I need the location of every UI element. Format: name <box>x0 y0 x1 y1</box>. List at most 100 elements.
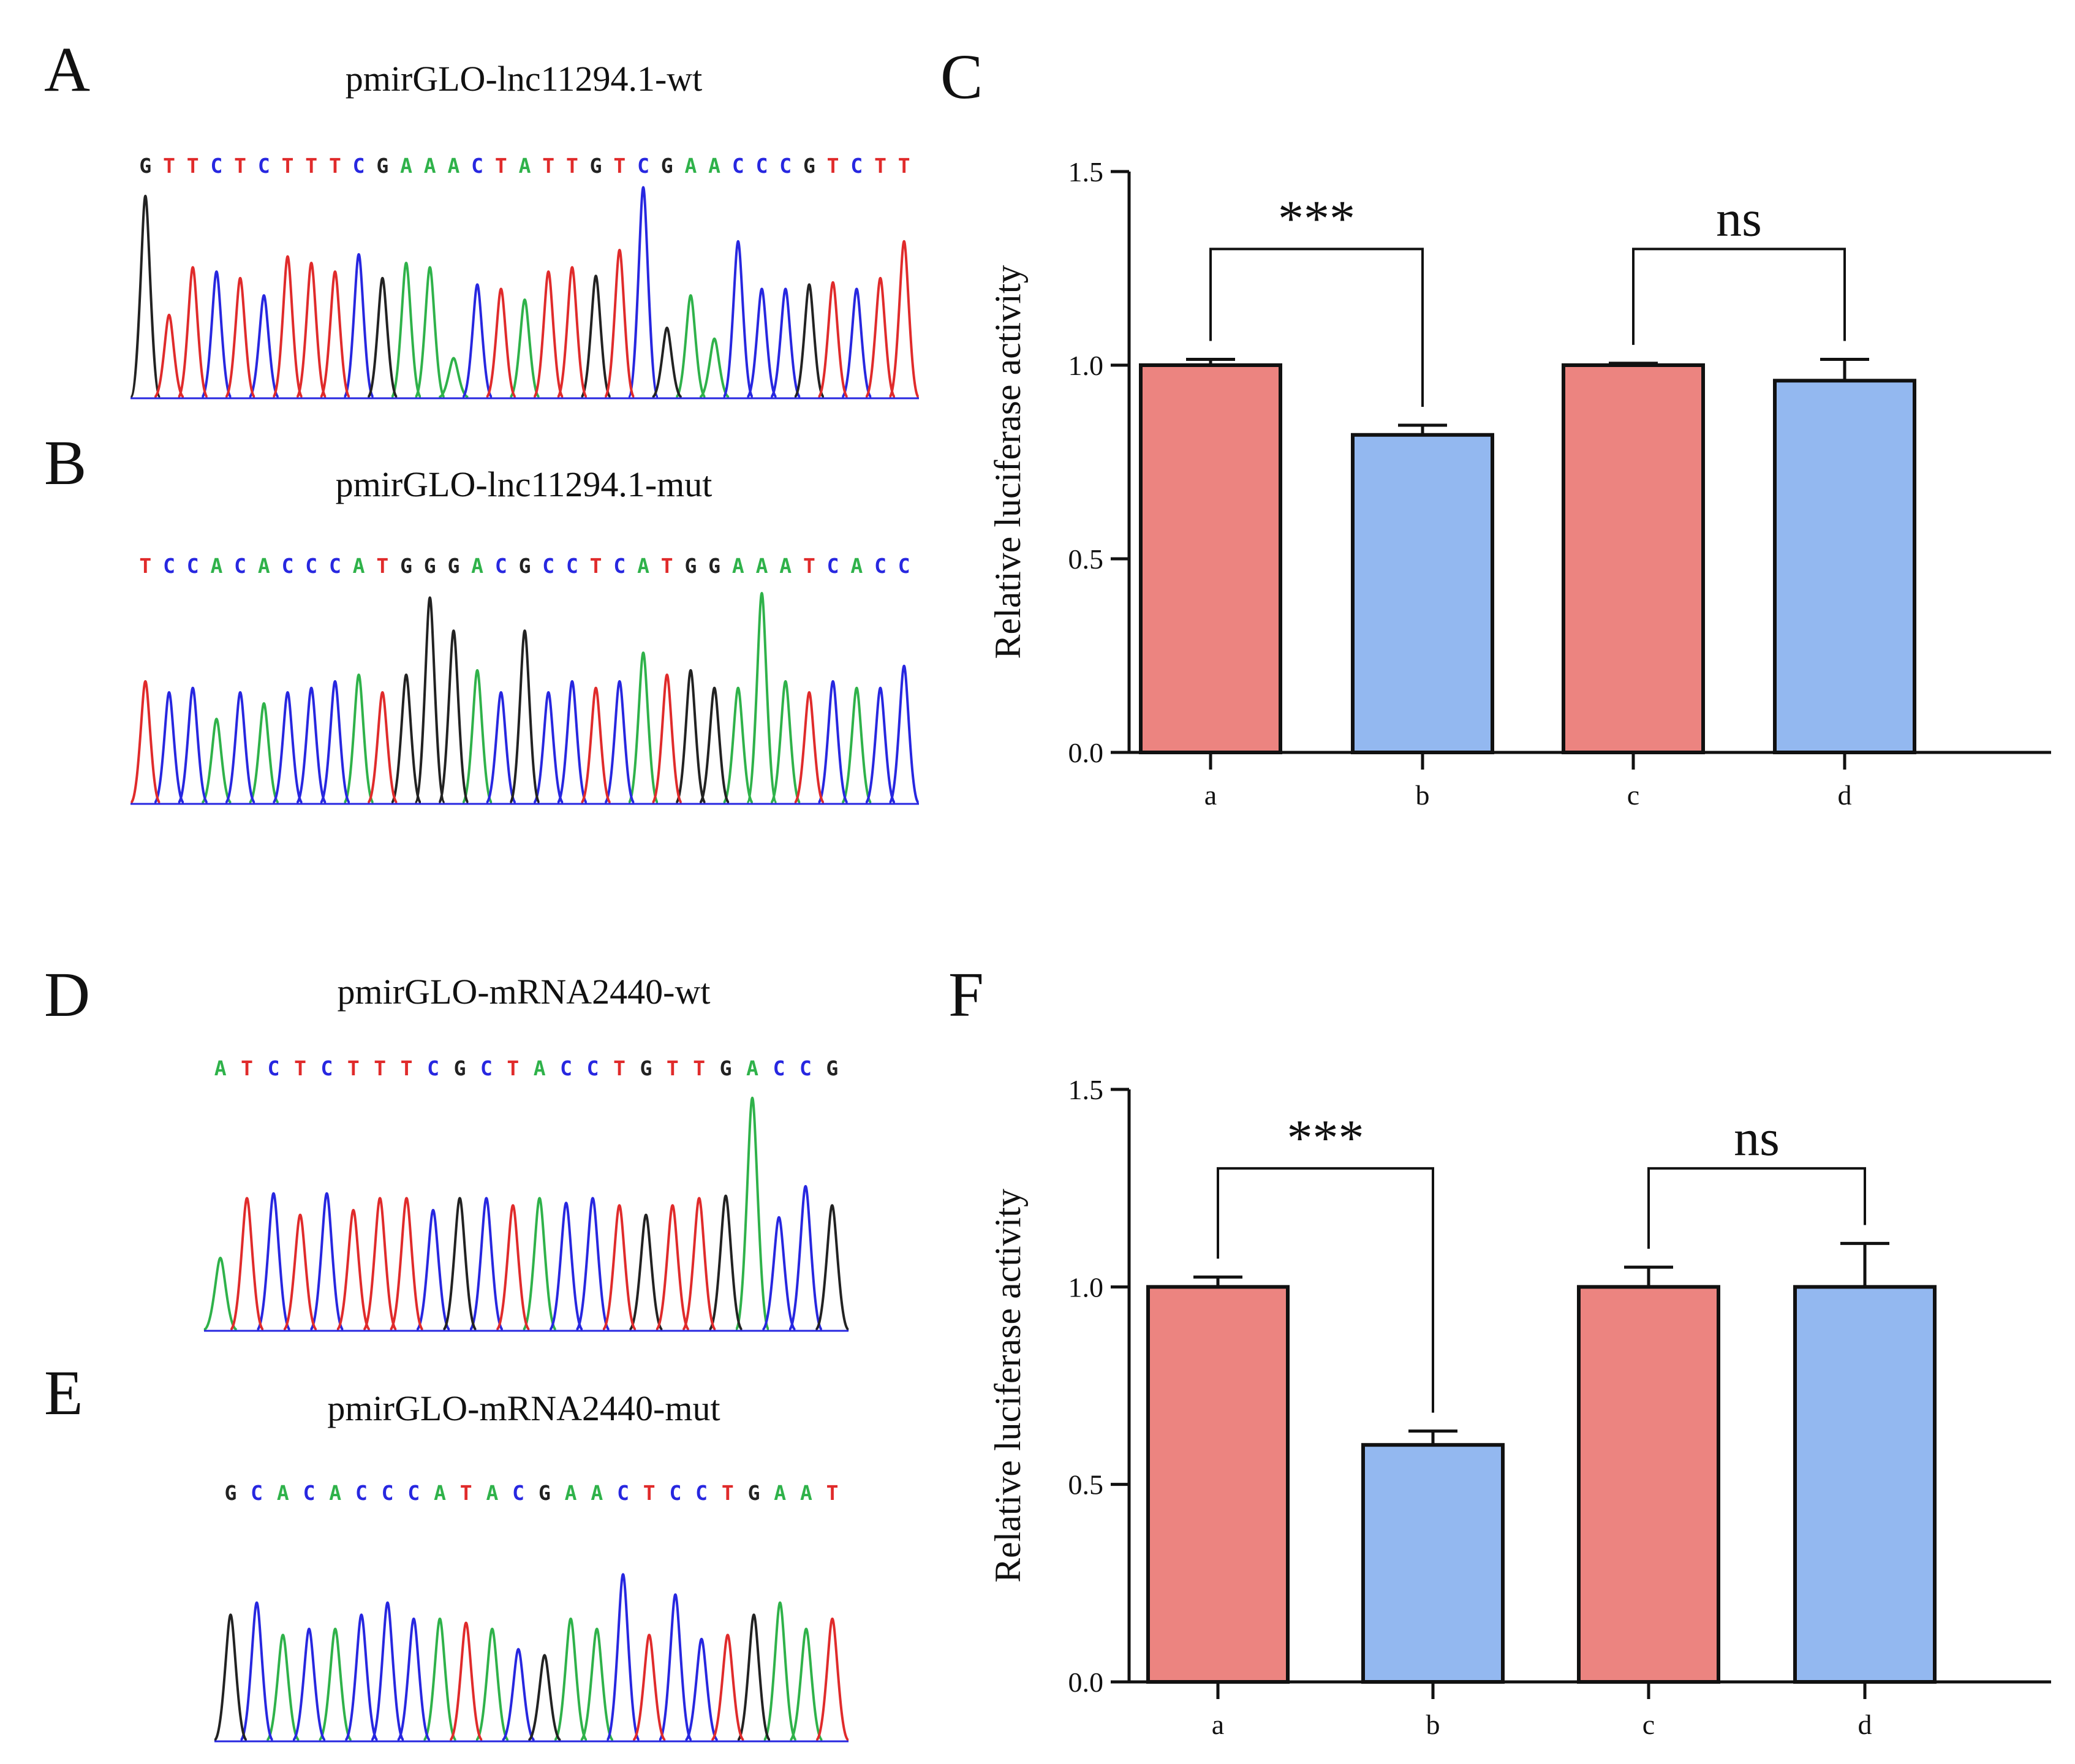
base-call: T <box>495 154 507 178</box>
base-call: T <box>282 154 294 178</box>
base-call: C <box>669 1481 681 1505</box>
base-call: A <box>774 1481 786 1505</box>
y-tick-label: 1.5 <box>1068 1074 1104 1105</box>
base-call: T <box>234 154 246 178</box>
trace-t <box>129 673 825 804</box>
y-tick-label: 0.5 <box>1068 543 1104 575</box>
panel-letter-b: B <box>44 428 86 498</box>
base-call: C <box>163 554 175 578</box>
base-call: T <box>643 1481 656 1505</box>
panel-letter-e: E <box>44 1358 83 1428</box>
trace-c <box>200 186 873 398</box>
y-axis-label: Relative luciferase activity <box>988 1189 1028 1583</box>
base-call: T <box>374 1056 386 1080</box>
y-tick-label: 0.0 <box>1068 737 1104 768</box>
base-call: C <box>251 1481 263 1505</box>
trace-g <box>213 1613 771 1741</box>
base-call: A <box>353 554 365 578</box>
x-tick-label-c: c <box>1627 779 1639 811</box>
base-call: A <box>277 1481 289 1505</box>
bar-c <box>1562 363 1705 754</box>
base-call: G <box>708 554 720 578</box>
base-call: C <box>471 154 483 178</box>
x-tick-label-a: a <box>1204 779 1217 811</box>
base-call: T <box>693 1056 705 1080</box>
base-call: T <box>722 1481 734 1505</box>
significance-label: *** <box>1278 190 1355 247</box>
base-call: G <box>519 554 531 578</box>
base-call: A <box>637 554 649 578</box>
base-call: T <box>898 154 910 178</box>
trace-c <box>255 1184 823 1331</box>
base-call: G <box>224 1481 236 1505</box>
trace-t <box>229 1197 717 1331</box>
base-call: C <box>874 554 886 578</box>
base-call: T <box>566 154 578 178</box>
base-call: G <box>376 154 388 178</box>
trace-title-b: pmirGLO-lnc11294.1-mut <box>336 464 712 504</box>
base-call: C <box>382 1481 394 1505</box>
base-call: G <box>748 1481 760 1505</box>
base-call: C <box>303 1481 316 1505</box>
base-call: G <box>400 554 412 578</box>
base-call: C <box>617 1481 629 1505</box>
base-call: T <box>163 154 175 178</box>
base-call: C <box>480 1056 493 1080</box>
base-call: T <box>590 554 602 578</box>
x-tick-label-d: d <box>1858 1709 1872 1740</box>
base-call: C <box>282 554 294 578</box>
base-call: T <box>542 154 554 178</box>
trace-title-a: pmirGLO-lnc11294.1-wt <box>346 59 703 99</box>
x-tick-label-d: d <box>1838 779 1852 811</box>
base-call: G <box>139 154 151 178</box>
base-call: C <box>542 554 554 578</box>
base-call: A <box>258 554 270 578</box>
base-call: C <box>512 1481 524 1505</box>
significance-label: *** <box>1287 1110 1364 1167</box>
base-call: T <box>294 1056 306 1080</box>
base-call: T <box>187 154 199 178</box>
base-call: T <box>613 154 626 178</box>
y-tick-label: 1.0 <box>1068 350 1104 381</box>
significance-bracket <box>1632 248 1846 345</box>
trace-t <box>153 240 920 398</box>
base-call: A <box>519 154 531 178</box>
trace-c <box>239 1573 719 1741</box>
base-call: G <box>826 1056 838 1080</box>
base-call: A <box>329 1481 341 1505</box>
base-call: C <box>495 554 507 578</box>
base-call: C <box>637 154 649 178</box>
y-tick-label: 0.5 <box>1068 1469 1104 1501</box>
base-call: T <box>827 154 839 178</box>
base-call: G <box>539 1481 551 1505</box>
base-call: A <box>424 154 436 178</box>
significance-label: ns <box>1716 190 1762 247</box>
base-call: C <box>268 1056 280 1080</box>
base-call: C <box>234 554 246 578</box>
bar-d <box>1793 1285 1937 1684</box>
base-call: G <box>454 1056 466 1080</box>
base-call: C <box>898 554 910 578</box>
base-call: T <box>401 1056 413 1080</box>
trace-g <box>390 596 731 804</box>
base-call: T <box>305 154 317 178</box>
base-call: C <box>427 1056 439 1080</box>
base-call: T <box>613 1056 626 1080</box>
bar-a <box>1139 363 1282 754</box>
significance-bracket <box>1217 1167 1434 1413</box>
base-call: T <box>826 1481 839 1505</box>
base-call: C <box>355 1481 368 1505</box>
base-call: A <box>214 1056 227 1080</box>
base-call: A <box>210 554 222 578</box>
base-call: C <box>613 554 626 578</box>
base-call: T <box>667 1056 679 1080</box>
base-call: C <box>850 154 863 178</box>
base-call: T <box>460 1481 472 1505</box>
base-call: A <box>565 1481 577 1505</box>
base-call: T <box>803 554 815 578</box>
base-call: A <box>400 154 412 178</box>
